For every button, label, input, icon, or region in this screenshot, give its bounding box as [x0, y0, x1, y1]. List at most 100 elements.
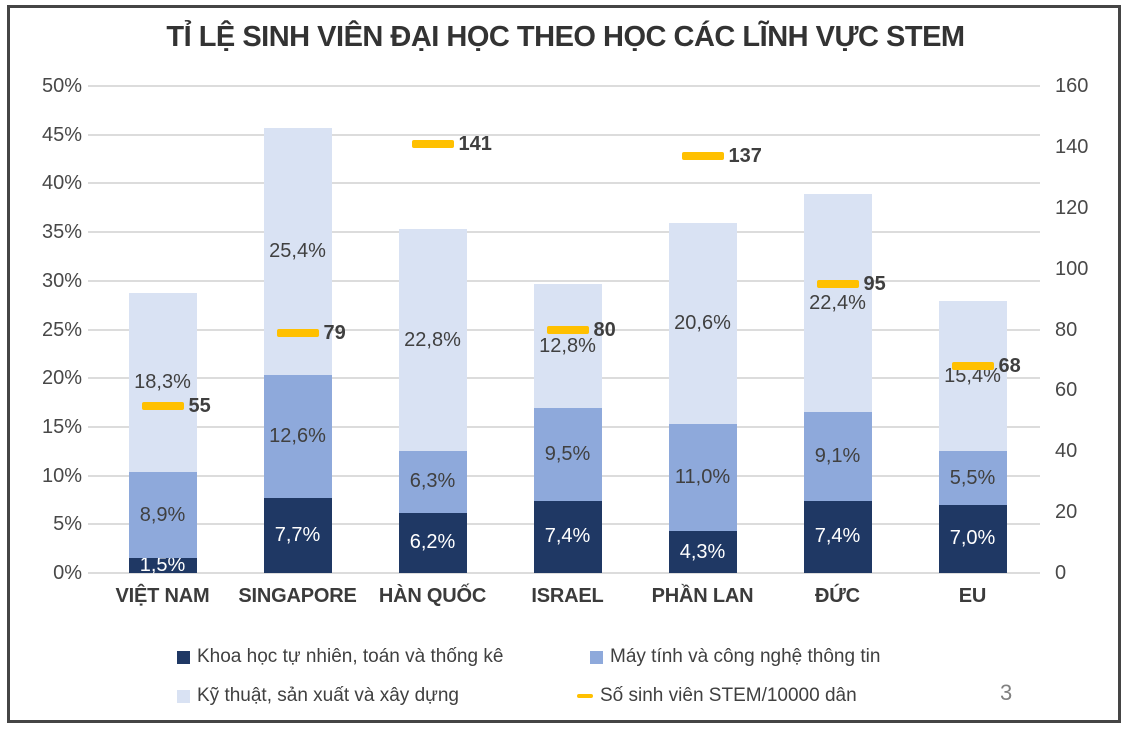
bar-segment: 9,5% — [533, 408, 602, 501]
right-axis-tick-label: 80 — [1055, 318, 1078, 341]
bar-segment: 18,3% — [128, 293, 197, 472]
bar-segment: 15,4% — [938, 301, 1007, 452]
left-axis-tick-label: 0% — [53, 562, 82, 584]
bar-segment-label: 15,4% — [944, 364, 1001, 387]
gridline — [88, 279, 1040, 282]
legend-item: Kỹ thuật, sản xuất và xây dựng — [177, 684, 459, 708]
bar-segment-label: 4,3% — [679, 540, 726, 563]
stem-marker-label: 141 — [458, 132, 492, 155]
legend-item-label: Máy tính và công nghệ thông tin — [610, 646, 881, 667]
gridline — [88, 231, 1040, 234]
stem-marker-label: 55 — [188, 394, 211, 417]
bar-segment: 20,6% — [668, 223, 737, 424]
bar-segment: 6,2% — [398, 512, 467, 573]
stem-marker-dash — [681, 152, 724, 160]
stem-marker-label: 79 — [323, 321, 346, 344]
bar-segment: 5,5% — [938, 451, 1007, 505]
left-axis-tick-label: 35% — [41, 221, 82, 244]
right-axis-tick-label: 40 — [1055, 440, 1078, 463]
bar-segment-label: 11,0% — [674, 466, 731, 489]
x-axis-category-label: ĐỨC — [815, 585, 860, 607]
stem-marker-dash — [951, 362, 994, 371]
bar-segment: 12,6% — [263, 375, 332, 498]
right-axis-tick-label: 0 — [1055, 562, 1067, 584]
bar-segment-label: 22,8% — [404, 328, 461, 351]
bar-segment: 11,0% — [668, 423, 737, 532]
bar-segment-label: 7,4% — [814, 525, 861, 548]
bar-segment-label: 6,3% — [409, 470, 456, 493]
bar-segment-label: 7,0% — [949, 527, 996, 550]
gridline — [88, 133, 1040, 136]
stem-marker-dash — [141, 401, 184, 410]
bar-segment-label: 8,9% — [139, 503, 186, 526]
x-axis-category-label: HÀN QUỐC — [378, 585, 487, 607]
stem-marker-dash — [546, 325, 589, 334]
x-axis-category-label: VIỆT NAM — [115, 585, 210, 607]
x-axis-category-label: ISRAEL — [531, 585, 604, 607]
legend-swatch-icon — [590, 650, 603, 664]
gridline — [88, 572, 1040, 574]
bar-segment: 7,4% — [803, 500, 872, 573]
legend-item-label: Khoa học tự nhiên, toán và thống kê — [197, 646, 504, 667]
bar-segment: 6,3% — [398, 451, 467, 513]
bar-segment: 8,9% — [128, 471, 197, 559]
bar-segment-label: 20,6% — [674, 312, 731, 335]
page-number: 3 — [1000, 680, 1013, 705]
stem-marker-label: 137 — [728, 145, 762, 167]
left-axis-tick-label: 25% — [41, 318, 82, 341]
bar-segment-label: 7,4% — [544, 525, 591, 548]
legend-swatch-icon — [177, 650, 190, 664]
legend-item-label: Kỹ thuật, sản xuất và xây dựng — [197, 685, 459, 706]
bar-segment: 7,4% — [533, 500, 602, 573]
stem-marker-label: 80 — [593, 318, 616, 341]
right-axis-tick-label: 160 — [1055, 75, 1089, 97]
left-axis-tick-label: 10% — [41, 464, 82, 487]
bar-segment-label: 9,1% — [814, 445, 861, 468]
bar-segment-label: 12,6% — [269, 425, 326, 448]
bar-segment: 4,3% — [668, 531, 737, 573]
bar-segment: 1,5% — [128, 554, 197, 576]
stem-marker-dash — [411, 139, 454, 148]
bar-segment-label: 9,5% — [544, 443, 591, 466]
bar-segment: 25,4% — [263, 127, 332, 376]
legend-item: Khoa học tự nhiên, toán và thống kê — [177, 645, 503, 669]
gridline — [88, 182, 1040, 185]
right-axis-tick-label: 60 — [1055, 379, 1078, 402]
right-axis-tick-label: 120 — [1055, 196, 1089, 219]
bar-segment-label: 25,4% — [269, 240, 326, 263]
bar-segment-label: 1,5% — [139, 554, 186, 577]
stem-marker-label: 95 — [863, 272, 886, 295]
bar-segment-label: 18,3% — [134, 371, 191, 394]
stem-marker-dash — [276, 328, 319, 337]
legend-item: Số sinh viên STEM/10000 dân — [577, 684, 857, 708]
legend-swatch-icon — [177, 689, 190, 703]
left-axis-tick-label: 50% — [41, 75, 82, 97]
bar-segment-label: 6,2% — [409, 531, 456, 554]
stem-marker-label: 68 — [998, 355, 1021, 378]
bar-segment: 22,4% — [803, 194, 872, 413]
bar-segment-label: 7,7% — [274, 523, 321, 546]
bar-segment: 22,8% — [398, 229, 467, 452]
gridline — [88, 85, 1040, 87]
legend-item: Máy tính và công nghệ thông tin — [590, 645, 880, 669]
bar-segment-label: 22,4% — [809, 291, 866, 314]
left-axis-tick-label: 45% — [41, 123, 82, 146]
bar-segment: 7,0% — [938, 504, 1007, 573]
bar-segment: 12,8% — [533, 283, 602, 409]
bar-segment-label: 12,8% — [539, 334, 596, 357]
stem-marker-dash — [816, 279, 859, 288]
x-axis-category-label: SINGAPORE — [238, 585, 357, 607]
left-axis-tick-label: 30% — [41, 269, 82, 292]
left-axis-tick-label: 20% — [41, 367, 82, 390]
right-axis-tick-label: 140 — [1055, 135, 1089, 158]
right-axis-tick-label: 20 — [1055, 501, 1078, 524]
right-axis-tick-label: 100 — [1055, 257, 1089, 280]
x-axis-category-label: EU — [958, 585, 987, 607]
bar-segment: 7,7% — [263, 498, 332, 573]
chart-title: TỈ LỆ SINH VIÊN ĐẠI HỌC THEO HỌC CÁC LĨN… — [166, 21, 965, 53]
bar-segment: 9,1% — [803, 412, 872, 501]
legend-marker-dash-icon — [577, 693, 593, 699]
left-axis-tick-label: 15% — [41, 415, 82, 438]
bar-segment-label: 5,5% — [949, 466, 996, 489]
